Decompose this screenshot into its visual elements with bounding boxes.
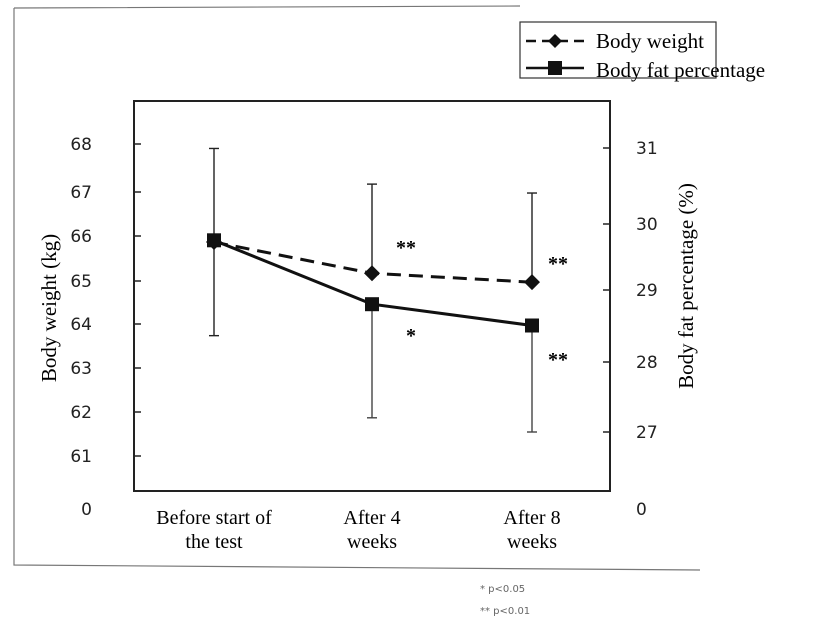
x-tick-label: After 4 — [343, 507, 400, 529]
y-tick-label: 65 — [70, 272, 92, 292]
y2-axis-label: Body fat percentage (%) — [674, 183, 698, 389]
x-tick-label: After 8 — [503, 507, 560, 529]
outer-frame — [13, 5, 701, 571]
x-tick-label: Before start of — [156, 507, 272, 529]
significance-label: * — [406, 325, 416, 347]
y-tick-label: 68 — [70, 135, 92, 155]
y2-tick-label: 0 — [636, 500, 647, 520]
legend-marker-square-icon — [548, 61, 562, 75]
y2-tick-label: 28 — [636, 353, 658, 373]
legend: Body weight Body fat percentage — [519, 21, 765, 82]
marker-body-weight — [524, 274, 540, 291]
marker-body-weight — [364, 265, 380, 282]
footnote-2: ** p<0.01 — [480, 606, 530, 617]
significance-label: ** — [396, 237, 416, 259]
y2-tick-label: 27 — [636, 423, 658, 443]
significance-label: ** — [548, 349, 568, 371]
y-tick-label: 0 — [81, 500, 92, 520]
marker-body-fat — [525, 318, 539, 333]
y-tick-label: 64 — [70, 315, 92, 335]
y-tick-label: 67 — [70, 183, 92, 203]
y-axis-label: Body weight (kg) — [37, 234, 61, 382]
legend-label-body-fat: Body fat percentage — [596, 58, 765, 82]
significance-label: ** — [548, 253, 568, 275]
y-tick-label: 61 — [70, 447, 92, 467]
series-line-body-fat — [213, 238, 533, 327]
x-tick-label: weeks — [347, 531, 397, 553]
legend-marker-diamond-icon — [548, 34, 562, 48]
legend-label-body-weight: Body weight — [596, 29, 704, 53]
y2-tick-label: 29 — [636, 281, 658, 301]
y2-tick-label: 30 — [636, 215, 658, 235]
y-tick-label: 63 — [70, 359, 92, 379]
y2-tick-label: 31 — [636, 139, 658, 159]
x-tick-label: weeks — [507, 531, 557, 553]
footnote-1: * p<0.05 — [480, 584, 525, 595]
y-tick-label: 66 — [70, 227, 92, 247]
y-tick-label: 62 — [70, 403, 92, 423]
marker-body-fat — [207, 233, 221, 248]
marker-body-fat — [365, 297, 379, 312]
plot-frame — [133, 100, 611, 492]
x-tick-label: the test — [185, 531, 243, 553]
